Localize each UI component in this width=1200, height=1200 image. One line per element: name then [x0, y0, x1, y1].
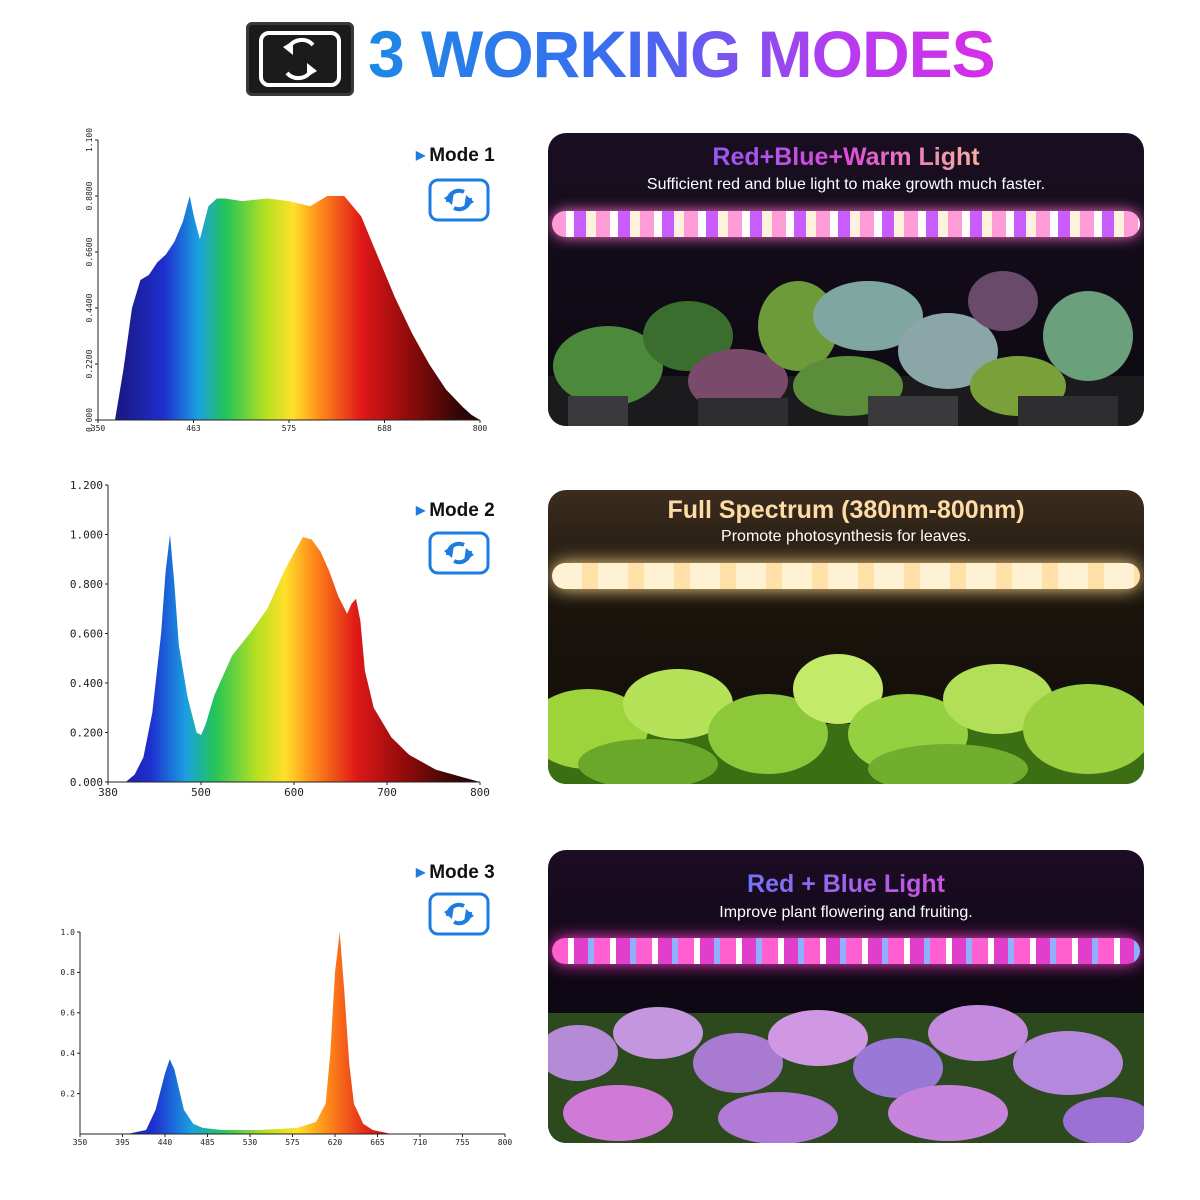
spectrum-chart-mode-2: 380 500 600 700 800 0.000 0.200 0.400 0.600 0.800…	[70, 479, 490, 799]
spectrum-chart-mode-1: 350 463 575 688 800 0.000 0.2200 0.4400 0.6600 0.…	[85, 128, 488, 433]
y-tick-label: 0.2	[61, 1089, 76, 1098]
x-tick-label: 665	[370, 1138, 385, 1147]
y-tick-label: 1.100	[85, 128, 94, 152]
page-title: 3 WORKING MODES	[368, 17, 996, 91]
mode-switch-icon[interactable]	[428, 178, 490, 222]
succulent-plants-image	[548, 271, 1144, 426]
y-tick-label: 0.000	[70, 776, 103, 789]
panel-title: Red + Blue Light	[548, 870, 1144, 899]
panel-subtitle: Sufficient red and blue light to make gr…	[646, 176, 1046, 193]
panel-subtitle: Promote photosynthesis for leaves.	[721, 528, 971, 545]
panel-title: Full Spectrum (380nm-800nm)	[667, 496, 1025, 524]
panel-subtitle: Improve plant flowering and fruiting.	[719, 904, 973, 921]
y-tick-label: 0.2200	[85, 349, 94, 378]
x-tick-label: 350	[91, 424, 106, 433]
panel-title: Red+Blue+Warm Light	[548, 143, 1144, 172]
y-tick-label: 0.6	[61, 1009, 76, 1018]
x-tick-label: 575	[282, 424, 297, 433]
leafy-plants-image	[548, 654, 1144, 784]
triangle-icon: ▶	[416, 865, 426, 879]
x-tick-label: 463	[186, 424, 201, 433]
y-tick-label: 0.8	[61, 968, 76, 977]
mode-3-photo-panel: Red + Blue Light Improve plant flowering…	[548, 850, 1144, 1143]
x-tick-label: 530	[243, 1138, 258, 1147]
x-tick-label: 710	[413, 1138, 428, 1147]
y-tick-label: 0.400	[70, 677, 103, 690]
mode-switch-icon	[246, 22, 354, 96]
y-tick-label: 0.6600	[85, 237, 94, 266]
y-tick-label: 1.0	[61, 928, 76, 937]
y-tick-label: 0.600	[70, 627, 103, 640]
spectrum-chart-mode-3: 350 395 440 485 530 575 620 665 710 755 800 0.2 0.4 0…	[61, 928, 513, 1147]
x-tick-label: 440	[158, 1138, 173, 1147]
spectrum-area	[125, 534, 480, 782]
y-tick-label: 0.4	[61, 1049, 76, 1058]
x-tick-label: 395	[115, 1138, 130, 1147]
mode-switch-icon[interactable]	[428, 892, 490, 936]
y-tick-label: 0.000	[85, 408, 94, 432]
triangle-icon: ▶	[416, 148, 426, 162]
x-tick-label: 800	[498, 1138, 513, 1147]
y-tick-label: 0.800	[70, 578, 103, 591]
x-tick-label: 620	[328, 1138, 343, 1147]
x-tick-label: 800	[470, 786, 490, 799]
mode-switch-icon[interactable]	[428, 531, 490, 575]
x-tick-label: 485	[200, 1138, 215, 1147]
x-tick-label: 755	[455, 1138, 470, 1147]
x-tick-label: 600	[284, 786, 304, 799]
x-tick-label: 800	[473, 424, 488, 433]
y-tick-label: 1.000	[70, 528, 103, 541]
x-tick-label: 500	[191, 786, 211, 799]
mode-1-photo-panel: Red+Blue+Warm Light Sufficient red and b…	[548, 133, 1144, 426]
mode-1-label: ▶ Mode 1	[416, 145, 495, 166]
spectrum-area	[127, 932, 392, 1134]
y-tick-label: 0.200	[70, 726, 103, 739]
led-tube	[552, 563, 1140, 589]
x-tick-label: 700	[377, 786, 397, 799]
x-tick-label: 688	[377, 424, 392, 433]
x-tick-label: 575	[285, 1138, 300, 1147]
hydrangea-flowers-image	[548, 1005, 1144, 1143]
led-tube	[552, 211, 1140, 237]
mode-3-label: ▶ Mode 3	[416, 862, 495, 883]
mode-2-label: ▶ Mode 2	[416, 500, 495, 521]
spectrum-area	[114, 196, 480, 420]
mode-2-photo-panel: Full Spectrum (380nm-800nm) Promote phot…	[548, 490, 1144, 784]
led-tube	[552, 938, 1140, 964]
triangle-icon: ▶	[416, 503, 426, 517]
x-tick-label: 350	[73, 1138, 88, 1147]
y-tick-label: 1.200	[70, 479, 103, 492]
y-tick-label: 0.8800	[85, 181, 94, 210]
y-tick-label: 0.4400	[85, 293, 94, 322]
x-tick-label: 380	[98, 786, 118, 799]
